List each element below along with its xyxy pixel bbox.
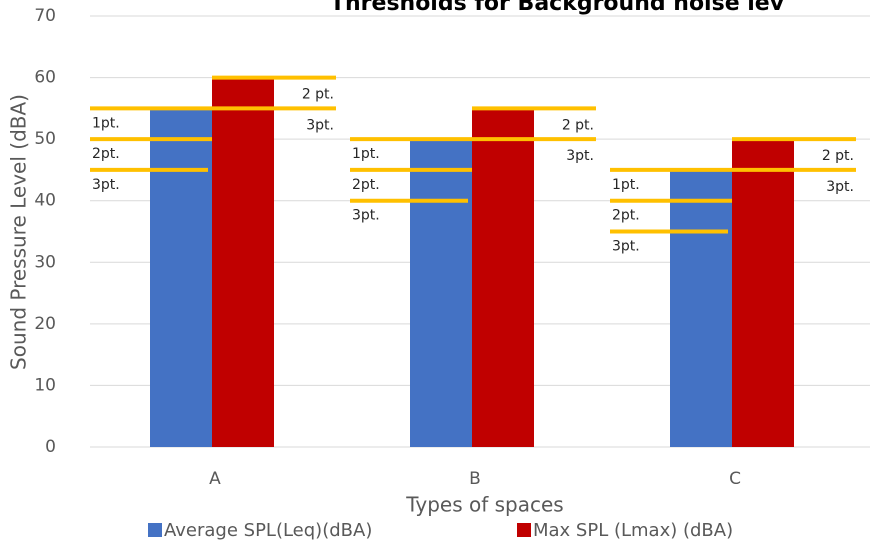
threshold-label: 2pt. xyxy=(612,208,640,224)
threshold-label: 3pt. xyxy=(352,208,380,224)
y-tick-label: 40 xyxy=(34,191,56,211)
bar xyxy=(410,139,472,447)
y-tick-label: 70 xyxy=(34,6,56,26)
threshold-label: 1pt. xyxy=(92,115,120,131)
bar xyxy=(732,139,794,447)
legend-label: Max SPL (Lmax) (dBA) xyxy=(533,520,733,541)
x-tick-label: A xyxy=(209,469,221,489)
y-tick-label: 30 xyxy=(34,252,56,272)
y-axis-title: Sound Pressure Level (dBA) xyxy=(7,94,31,370)
threshold-label: 3pt. xyxy=(92,177,120,193)
bar xyxy=(670,169,732,447)
threshold-label: 3pt. xyxy=(306,117,334,133)
threshold-label: 3pt. xyxy=(612,239,640,255)
threshold-label: 2pt. xyxy=(352,177,380,193)
y-tick-label: 0 xyxy=(45,437,56,457)
y-tick-label: 50 xyxy=(34,129,56,149)
x-tick-label: C xyxy=(729,469,741,489)
chart-title: Thresholds for Background noise lev xyxy=(330,0,785,16)
y-tick-label: 10 xyxy=(34,375,56,395)
bar xyxy=(472,108,534,447)
y-tick-label: 20 xyxy=(34,314,56,334)
threshold-label: 2 pt. xyxy=(822,148,854,164)
threshold-label: 1pt. xyxy=(352,146,380,162)
y-tick-label: 60 xyxy=(34,68,56,88)
threshold-label: 3pt. xyxy=(826,179,854,195)
threshold-label: 3pt. xyxy=(566,148,594,164)
threshold-label: 2 pt. xyxy=(302,87,334,103)
x-tick-label: B xyxy=(469,469,481,489)
threshold-label: 2pt. xyxy=(92,146,120,162)
legend-swatch xyxy=(148,523,162,537)
threshold-label: 2 pt. xyxy=(562,117,594,133)
legend-label: Average SPL(Leq)(dBA) xyxy=(164,520,372,541)
legend-swatch xyxy=(517,523,531,537)
bar xyxy=(212,77,274,448)
threshold-label: 1pt. xyxy=(612,177,640,193)
bar xyxy=(150,108,212,447)
x-axis-title: Types of spaces xyxy=(405,493,563,517)
